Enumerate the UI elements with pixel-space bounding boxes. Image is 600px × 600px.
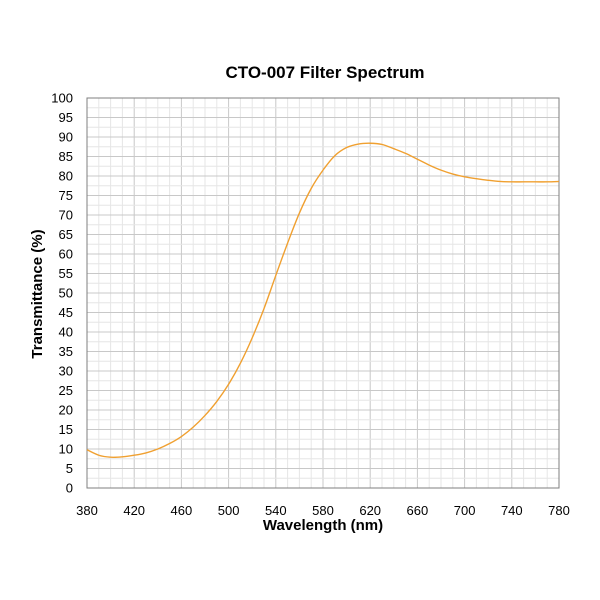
series-line-transmittance [86,142,560,458]
x-tick-label: 380 [76,503,98,518]
y-tick-label: 25 [59,383,73,398]
chart-title: CTO-007 Filter Spectrum [225,63,424,82]
y-tick-label: 15 [59,422,73,437]
y-tick-label: 10 [59,442,73,457]
x-axis-label: Wavelength (nm) [263,517,383,534]
y-tick-label: 35 [59,344,73,359]
y-tick-label: 100 [51,91,73,106]
x-tick-label: 540 [265,503,287,518]
y-tick-label: 60 [59,247,73,262]
y-tick-label: 40 [59,325,73,340]
y-tick-label: 95 [59,110,73,125]
y-tick-label: 30 [59,364,73,379]
y-tick-label: 5 [66,461,73,476]
plot-frame [86,97,560,489]
y-tick-label: 90 [59,130,73,145]
y-tick-label: 55 [59,266,73,281]
x-tick-label: 740 [501,503,523,518]
x-tick-label: 420 [123,503,145,518]
y-tick-label: 80 [59,169,73,184]
x-tick-label: 700 [454,503,476,518]
x-tick-label: 780 [548,503,570,518]
series-layer [86,142,560,458]
grid [87,98,559,488]
y-tick-label: 50 [59,286,73,301]
x-tick-label: 660 [407,503,429,518]
y-tick-labels: 0 5 10 15 20 25 30 35 40 45 50 55 60 65 70 75 80 85 90 95 10… [51,91,73,496]
y-tick-label: 45 [59,305,73,320]
x-tick-label: 460 [171,503,193,518]
x-tick-label: 620 [359,503,381,518]
x-tick-label: 500 [218,503,240,518]
y-tick-label: 85 [59,149,73,164]
y-axis-label: Transmittance (%) [29,229,46,358]
x-tick-labels: 380 420 460 500 540 580 620 660 700 740 780 [76,503,570,518]
y-tick-label: 0 [66,481,73,496]
x-tick-label: 580 [312,503,334,518]
y-tick-label: 75 [59,188,73,203]
y-tick-label: 70 [59,208,73,223]
y-tick-label: 20 [59,403,73,418]
y-tick-label: 65 [59,227,73,242]
